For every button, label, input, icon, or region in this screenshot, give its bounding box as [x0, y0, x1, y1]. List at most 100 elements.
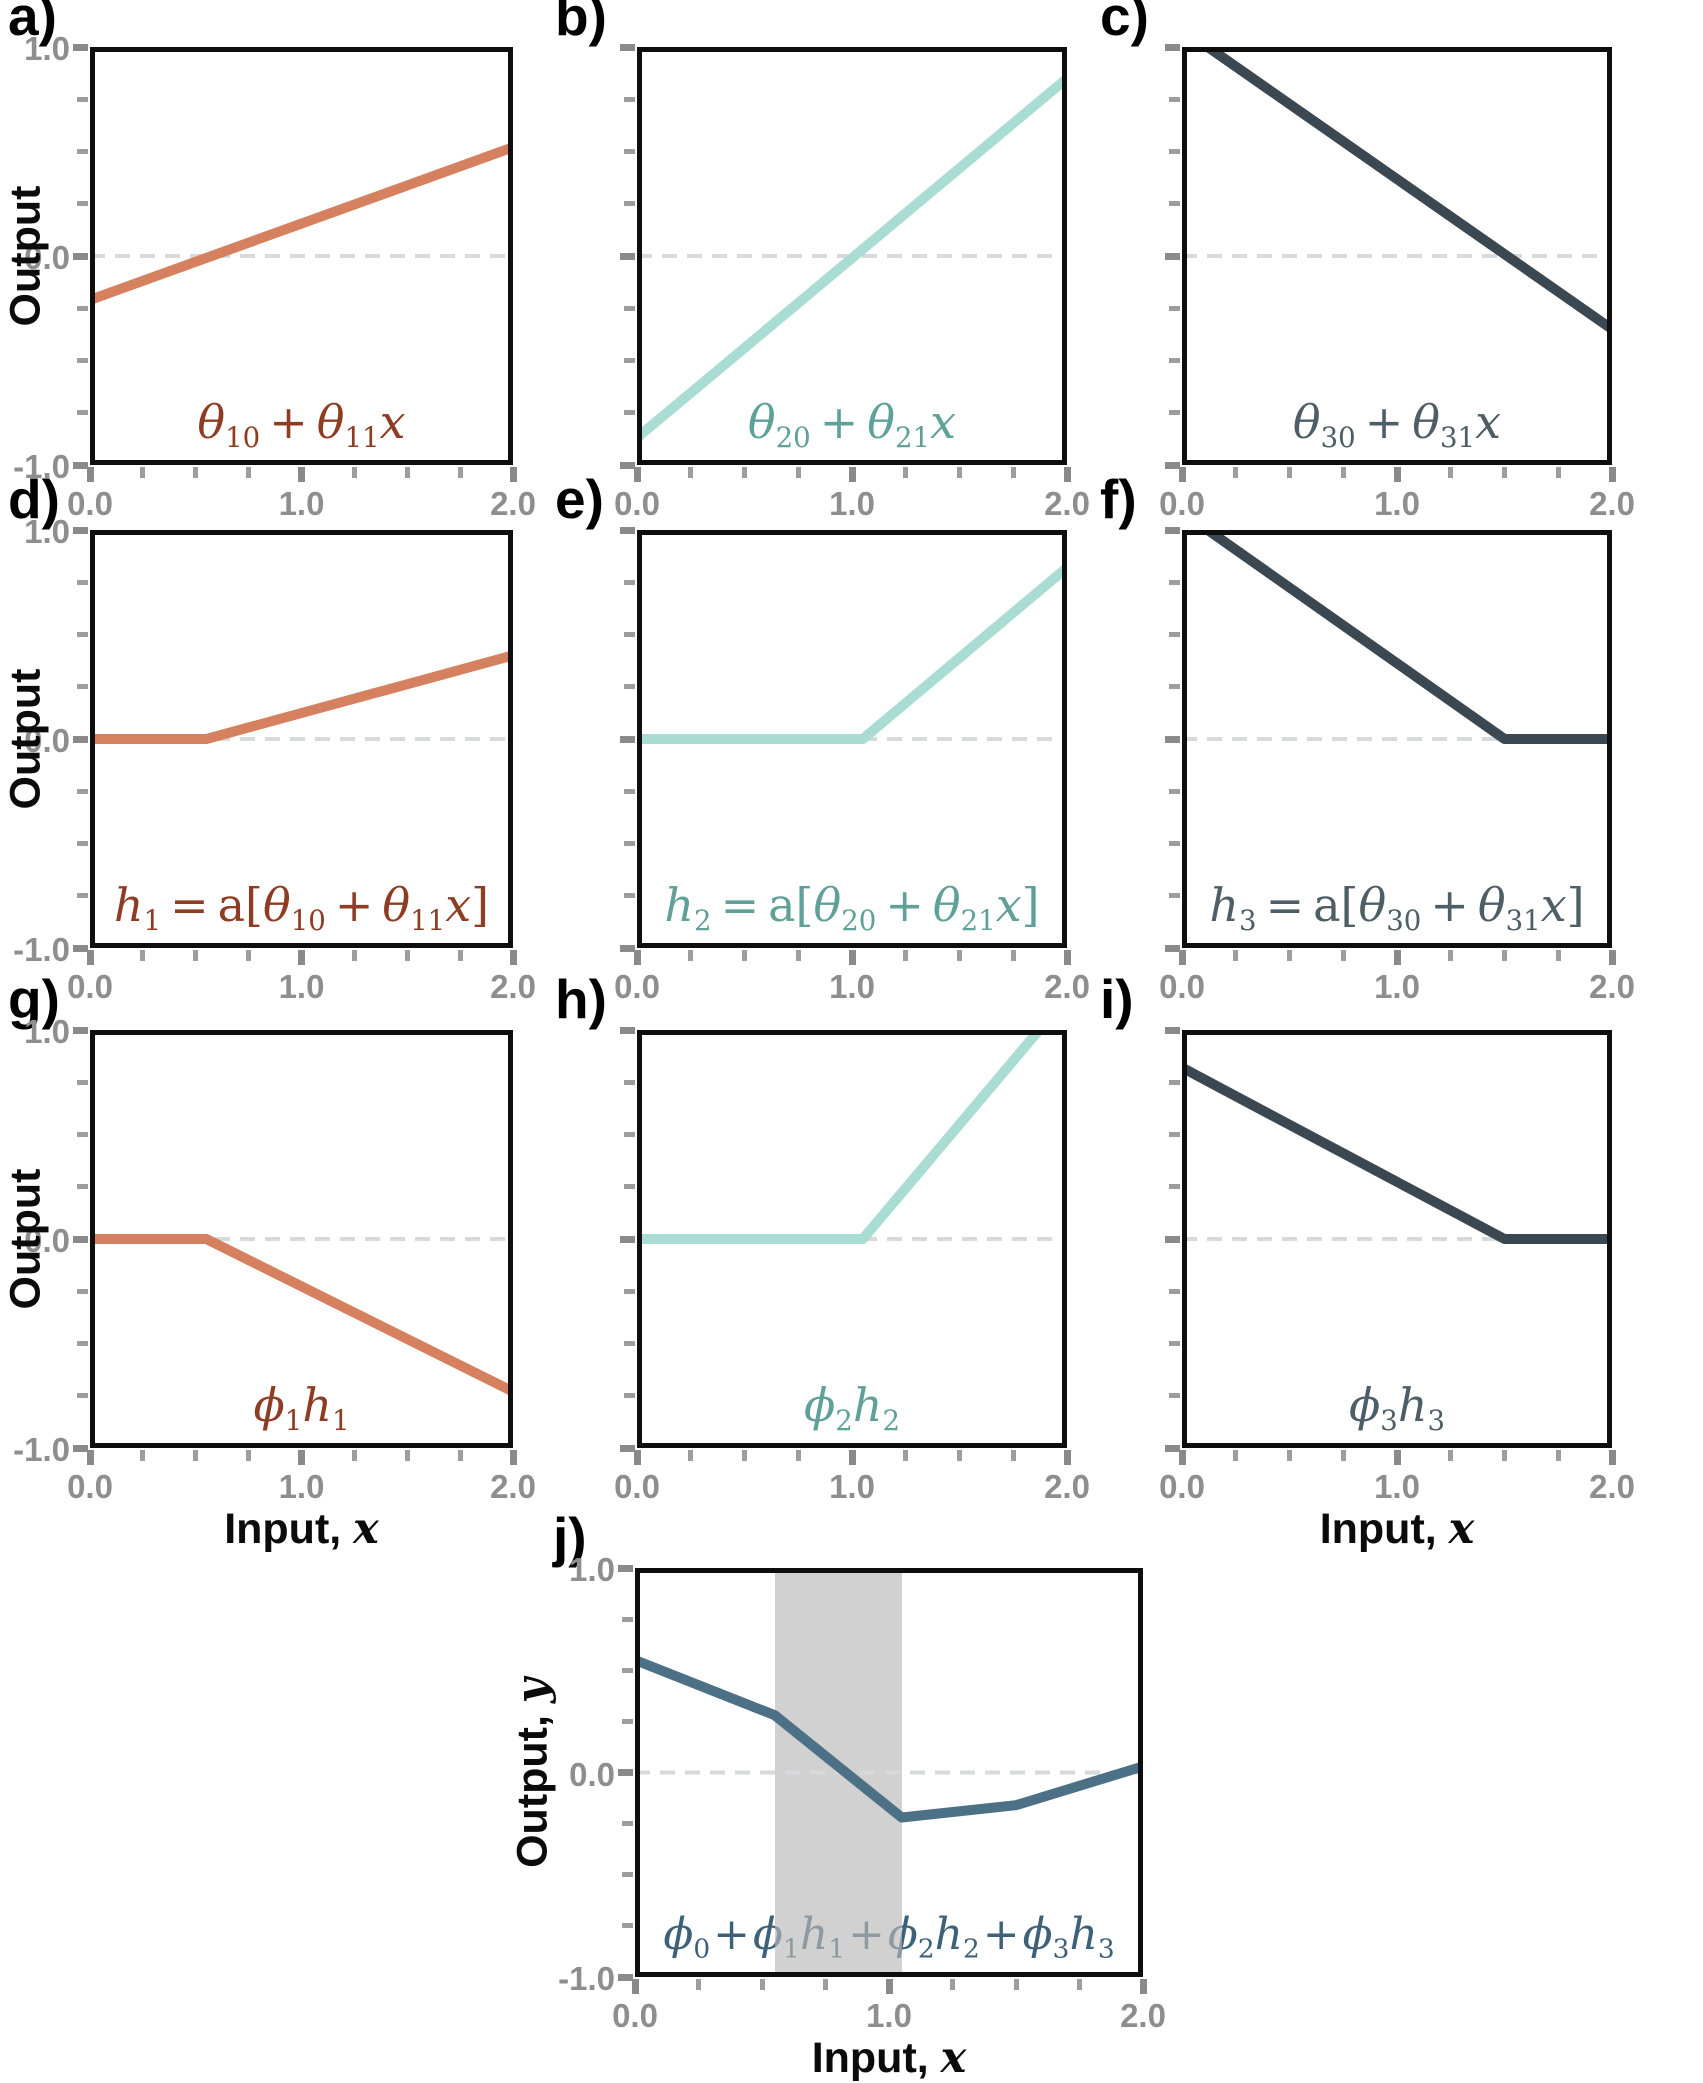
x-tick-major: [86, 1450, 94, 1465]
formula-token: =: [720, 878, 760, 932]
formula-subscript: 1: [284, 1403, 303, 1437]
y-tick-minor: [624, 358, 635, 363]
x-tick-label: 2.0: [490, 968, 536, 1005]
y-tick-minor: [77, 788, 88, 794]
x-tick-minor: [823, 1979, 828, 1990]
x-tick-major: [1393, 467, 1401, 482]
formula-label: h1 = a[θ10 + θ11x]: [90, 882, 513, 934]
x-tick-minor: [404, 1450, 410, 1461]
y-tick-minor: [77, 579, 88, 585]
x-tick-minor: [1233, 950, 1239, 961]
y-tick-minor: [624, 96, 635, 102]
y-tick-minor: [622, 1923, 633, 1929]
y-tick-major: [1165, 461, 1180, 469]
y-tick-minor: [1169, 149, 1180, 154]
formula-token: ϕ3: [1348, 1378, 1398, 1437]
y-tick-major: [620, 944, 635, 952]
formula-subscript: 21: [895, 420, 931, 454]
y-tick-minor: [77, 410, 88, 416]
formula-token: =: [170, 878, 209, 932]
y-tick-label: -1.0: [13, 931, 70, 968]
formula-label: h3 = a[θ30 + θ31x]: [1182, 882, 1612, 934]
x-tick-minor: [246, 950, 252, 961]
x-tick-label: 0.0: [67, 1468, 113, 1505]
y-tick-major: [73, 252, 88, 260]
y-tick-minor: [1169, 305, 1180, 311]
line-chart-f: [1182, 530, 1612, 744]
y-tick-minor: [624, 201, 635, 207]
x-tick-label: 0.0: [614, 1468, 660, 1505]
formula-subscript: 2: [694, 903, 712, 937]
x-tick-minor: [1340, 950, 1346, 961]
formula-token: +: [885, 878, 924, 932]
x-tick-minor: [1502, 1450, 1507, 1461]
y-tick-minor: [77, 1184, 88, 1190]
x-tick-label: 2.0: [1044, 485, 1090, 522]
formula-token: +: [819, 395, 859, 449]
data-line-f: [1204, 530, 1612, 744]
formula-token: +: [1430, 878, 1469, 932]
line-chart-b: [637, 74, 1067, 442]
y-tick-label: 0.0: [24, 1222, 70, 1259]
x-tick-minor: [1233, 1450, 1239, 1461]
y-tick-minor: [622, 1718, 633, 1724]
y-tick-minor: [624, 1079, 635, 1085]
y-tick-major: [620, 461, 635, 469]
x-tick-label: 0.0: [1159, 485, 1205, 522]
y-tick-major: [1165, 735, 1180, 743]
y-tick-major: [73, 43, 88, 51]
y-tick-minor: [77, 201, 88, 207]
x-tick-label: 1.0: [829, 485, 875, 522]
x-tick-minor: [246, 1450, 252, 1461]
x-tick-major: [509, 950, 517, 965]
x-tick-label: 0.0: [614, 485, 660, 522]
y-tick-minor: [624, 305, 635, 311]
formula-label: θ30 + θ31x: [1182, 399, 1612, 451]
x-tick-minor: [140, 467, 146, 478]
formula-token: θ11: [316, 395, 380, 454]
formula-subscript: 3: [1097, 1933, 1115, 1965]
y-tick-minor: [622, 1821, 633, 1827]
formula-subscript: 2: [882, 1403, 901, 1437]
formula-token: θ31: [1412, 395, 1476, 454]
formula-token: ]: [471, 878, 490, 932]
y-tick-major: [1165, 1235, 1180, 1243]
formula-token: x: [379, 395, 406, 449]
x-tick-label: 0.0: [67, 485, 113, 522]
y-tick-minor: [1169, 1079, 1180, 1085]
y-tick-label: 0.0: [24, 239, 70, 276]
x-tick-major: [1063, 467, 1071, 482]
y-tick-minor: [624, 684, 635, 690]
formula-token: +: [1364, 395, 1404, 449]
x-tick-minor: [950, 1979, 955, 1990]
x-tick-major: [1178, 950, 1186, 965]
data-line-i: [1182, 1063, 1612, 1244]
x-tick-minor: [1010, 950, 1016, 961]
x-axis-label: Input, x: [812, 2037, 967, 2080]
panel-key-label: d): [8, 468, 60, 530]
formula-label: h2 = a[θ20 + θ21x]: [637, 882, 1067, 934]
formula-subscript: 3: [1239, 903, 1257, 937]
x-axis-variable: x: [940, 2033, 967, 2083]
x-tick-minor: [140, 1450, 146, 1461]
x-axis-label-text: Input,: [1319, 1505, 1449, 1553]
y-tick-label: 1.0: [24, 513, 70, 550]
formula-subscript: 30: [1386, 903, 1422, 937]
formula-subscript: 2: [917, 1933, 935, 1965]
x-tick-label: 1.0: [866, 1997, 912, 2034]
x-tick-minor: [903, 1450, 909, 1461]
panel-key-label: g): [8, 968, 60, 1030]
x-tick-label: 1.0: [278, 485, 325, 522]
data-line-e: [637, 563, 1067, 744]
x-tick-minor: [688, 467, 694, 478]
y-tick-minor: [624, 1132, 635, 1137]
formula-token: =: [1265, 878, 1305, 932]
formula-subscript: 3: [1380, 1403, 1398, 1437]
x-tick-label: 1.0: [278, 968, 325, 1005]
x-tick-minor: [1010, 467, 1016, 478]
panel-a: a) θ10 + θ11x 0.0 1.0 2.0 1.0 0.0 -1.0 Output: [2, 0, 536, 520]
y-tick-minor: [624, 1288, 635, 1294]
formula-token: a[: [768, 878, 814, 932]
formula-token: ]: [1566, 878, 1585, 932]
x-tick-label: 2.0: [490, 1468, 536, 1505]
